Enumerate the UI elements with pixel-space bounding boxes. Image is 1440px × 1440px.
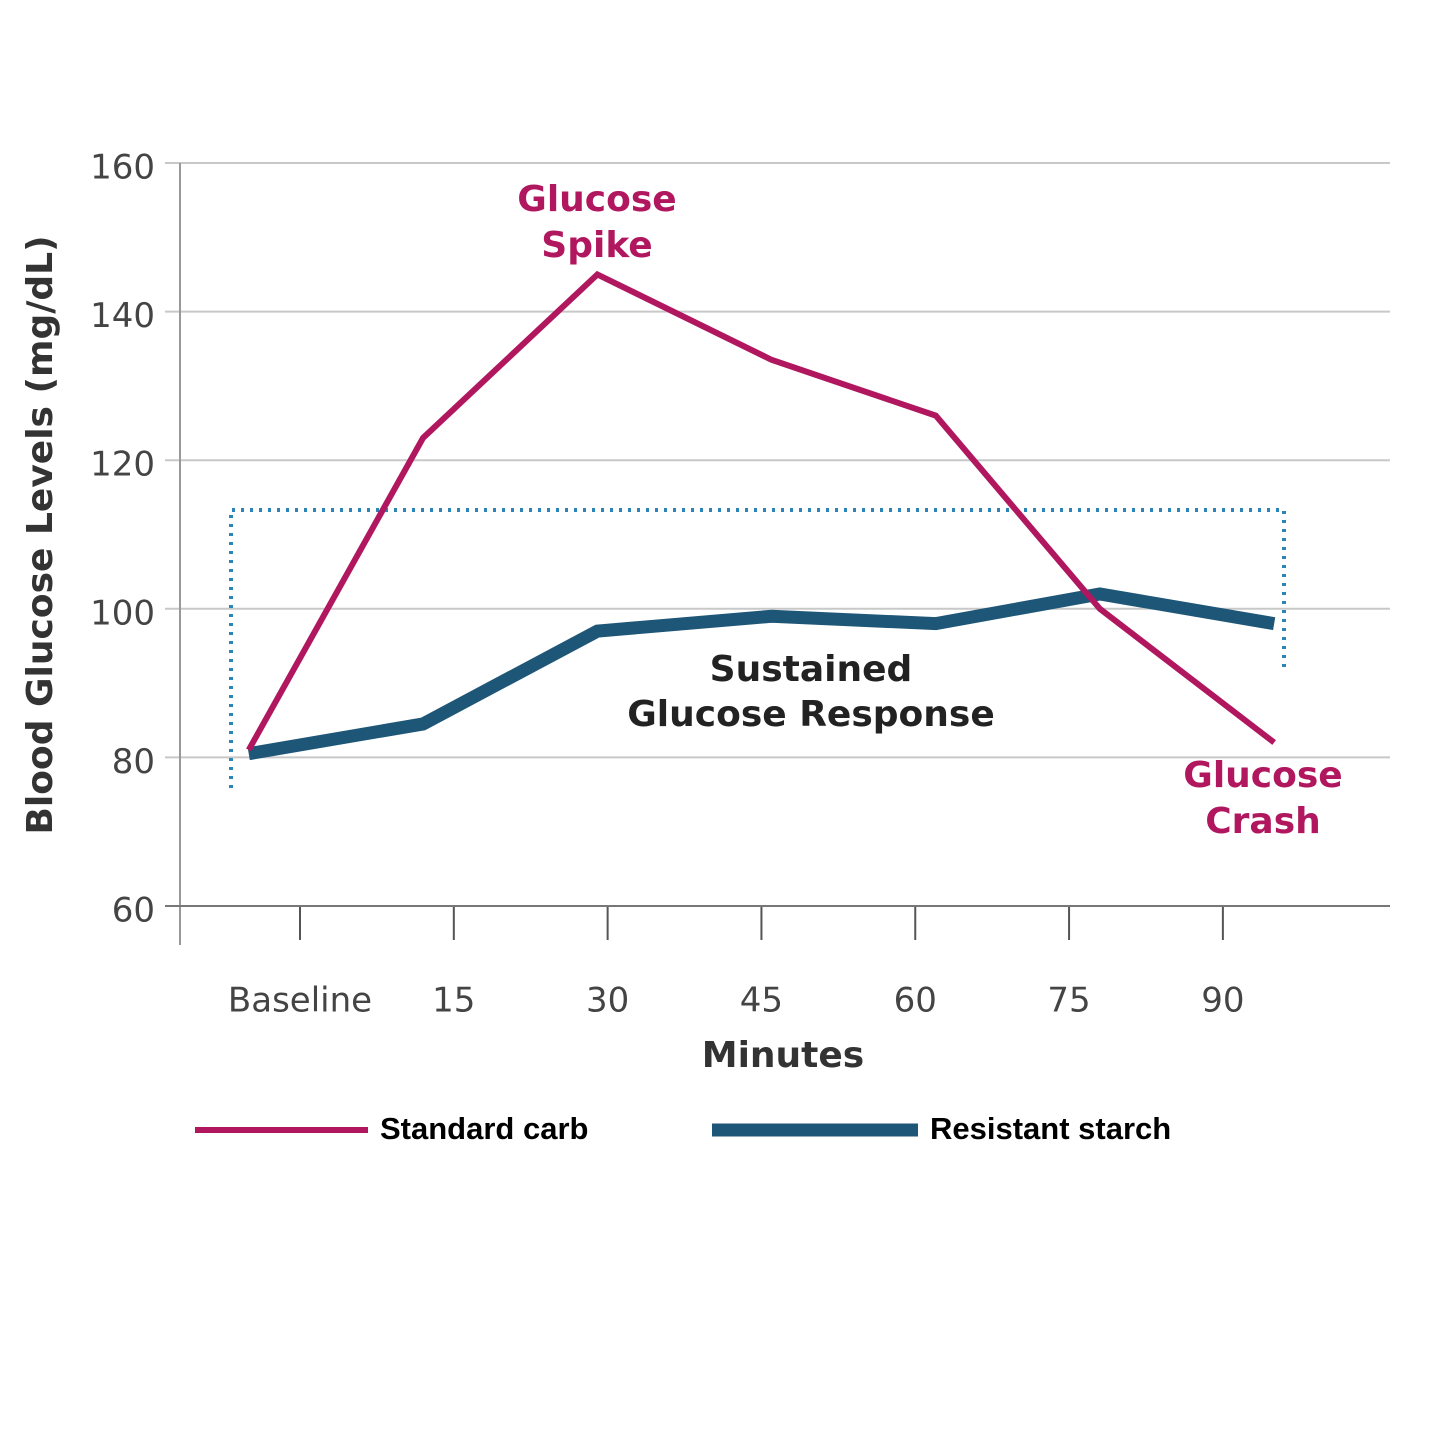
x-tick-label: 60	[894, 981, 937, 1021]
annotation: Spike	[541, 225, 652, 266]
y-axis-title: Blood Glucose Levels (mg/dL)	[20, 235, 61, 834]
x-tick-label: 45	[740, 981, 783, 1021]
x-tick-label: 90	[1201, 981, 1244, 1021]
annotation: Glucose	[1183, 755, 1342, 796]
y-tick-label: 80	[112, 742, 155, 782]
legend-label: Resistant starch	[930, 1111, 1171, 1146]
y-tick-label: 100	[90, 593, 155, 633]
annotation: Sustained	[710, 649, 913, 690]
annotation: Crash	[1205, 801, 1321, 842]
lines	[246, 270, 1276, 761]
grid: 60 80 100 120 140 160 Baseline 15 30 45 60 75 90	[90, 148, 1390, 1021]
x-tick-label: Baseline	[228, 981, 372, 1021]
x-tick-label: 15	[432, 981, 475, 1021]
legend-label: Standard carb	[380, 1111, 588, 1146]
x-tick-label: 30	[586, 981, 629, 1021]
annotation: Glucose	[517, 179, 676, 220]
series-line	[246, 270, 1276, 752]
series-line	[247, 587, 1276, 761]
y-tick-label: 60	[112, 891, 155, 931]
legend: Standard carb Resistant starch	[195, 1111, 1171, 1146]
annotation: Glucose Response	[627, 694, 995, 735]
x-tick-label: 75	[1047, 981, 1090, 1021]
y-tick-label: 120	[90, 445, 155, 485]
y-tick-label: 160	[90, 148, 155, 188]
y-tick-label: 140	[90, 296, 155, 336]
x-axis-title: Minutes	[702, 1035, 864, 1076]
